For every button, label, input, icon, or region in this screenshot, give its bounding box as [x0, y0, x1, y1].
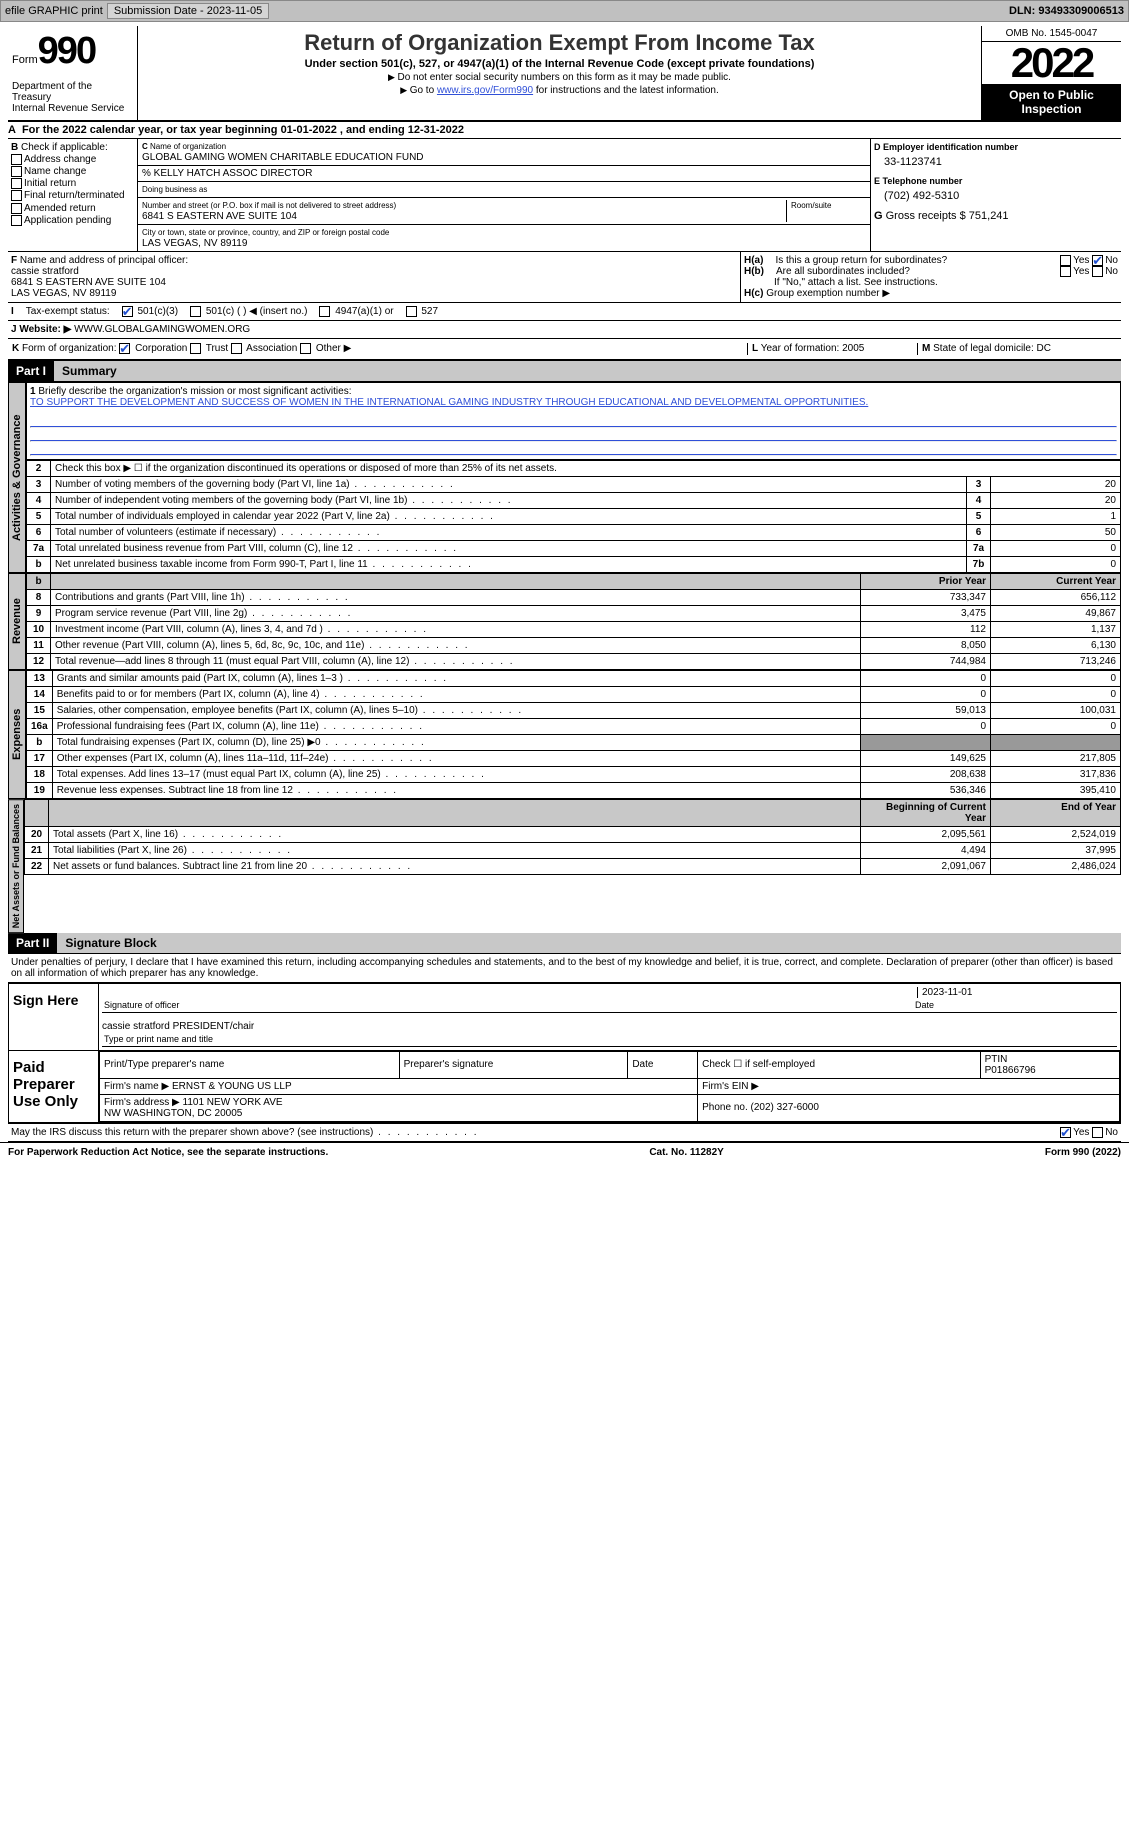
- row-klm: K Form of organization: Corporation Trus…: [8, 339, 1121, 360]
- ssn-note: Do not enter social security numbers on …: [142, 72, 977, 83]
- section-expenses: Expenses 13Grants and similar amounts pa…: [8, 670, 1121, 799]
- section-netassets: Net Assets or Fund Balances Beginning of…: [8, 799, 1121, 933]
- irs-discuss-row: May the IRS discuss this return with the…: [8, 1124, 1121, 1142]
- row-a-calendar: A For the 2022 calendar year, or tax yea…: [8, 122, 1121, 139]
- declaration: Under penalties of perjury, I declare th…: [8, 954, 1121, 983]
- chk-final[interactable]: Final return/terminated: [11, 190, 134, 201]
- city-addr: LAS VEGAS, NV 89119: [142, 238, 247, 249]
- netassets-table: Beginning of Current YearEnd of Year 20T…: [24, 799, 1121, 875]
- dln: DLN: 93493309006513: [1009, 5, 1124, 17]
- street-addr: 6841 S EASTERN AVE SUITE 104: [142, 211, 297, 222]
- firm-name: ERNST & YOUNG US LLP: [172, 1081, 292, 1092]
- efile-label: efile GRAPHIC print: [5, 5, 103, 17]
- sign-here-label: Sign Here: [9, 984, 99, 1050]
- expenses-table: 13Grants and similar amounts paid (Part …: [26, 670, 1121, 799]
- officer-name: cassie stratford: [11, 266, 79, 277]
- chk-name[interactable]: Name change: [11, 166, 134, 177]
- org-name: GLOBAL GAMING WOMEN CHARITABLE EDUCATION…: [142, 152, 424, 163]
- dept-label: Department of the Treasury Internal Reve…: [12, 81, 133, 114]
- form-id-block: Form990 Department of the Treasury Inter…: [8, 26, 138, 120]
- chk-address[interactable]: Address change: [11, 154, 134, 165]
- form-subtitle: Under section 501(c), 527, or 4947(a)(1)…: [142, 58, 977, 70]
- mission-text: TO SUPPORT THE DEVELOPMENT AND SUCCESS O…: [30, 397, 868, 408]
- chk-amended[interactable]: Amended return: [11, 203, 134, 214]
- governance-table: 2Check this box ▶ ☐ if the organization …: [26, 460, 1121, 573]
- top-bar: efile GRAPHIC print Submission Date - 20…: [0, 0, 1129, 22]
- block-fh: F Name and address of principal officer:…: [8, 252, 1121, 303]
- gross-receipts: 751,241: [969, 210, 1009, 222]
- chk-initial[interactable]: Initial return: [11, 178, 134, 189]
- row-i-tax-status: I Tax-exempt status: 501(c)(3) 501(c) ( …: [8, 303, 1121, 321]
- revenue-table: bPrior YearCurrent Year 8Contributions a…: [26, 573, 1121, 670]
- col-d-ids: D Employer identification number 33-1123…: [871, 139, 1121, 251]
- col-b-checkboxes: B Check if applicable: Address change Na…: [8, 139, 138, 251]
- form-header: Form990 Department of the Treasury Inter…: [8, 26, 1121, 122]
- section-revenue: Revenue bPrior YearCurrent Year 8Contrib…: [8, 573, 1121, 670]
- col-c-org: C Name of organization GLOBAL GAMING WOM…: [138, 139, 871, 251]
- sign-here-block: Sign Here 2023-11-01 Signature of office…: [8, 983, 1121, 1124]
- paid-prep-label: Paid Preparer Use Only: [9, 1051, 99, 1122]
- part2-header: Part II Signature Block: [8, 933, 1121, 954]
- irs-link[interactable]: www.irs.gov/Form990: [437, 85, 533, 96]
- preparer-table: Print/Type preparer's namePreparer's sig…: [99, 1051, 1120, 1122]
- goto-note: Go to www.irs.gov/Form990 for instructio…: [142, 85, 977, 96]
- row-j-website: J Website: ▶ WWW.GLOBALGAMINGWOMEN.ORG: [8, 321, 1121, 339]
- signer-name: cassie stratford PRESIDENT/chair: [102, 1013, 1117, 1032]
- form-title-block: Return of Organization Exempt From Incom…: [138, 26, 981, 120]
- care-of: % KELLY HATCH ASSOC DIRECTOR: [138, 166, 870, 182]
- submission-date-button[interactable]: Submission Date - 2023-11-05: [107, 3, 269, 19]
- website: WWW.GLOBALGAMINGWOMEN.ORG: [74, 324, 250, 335]
- part1-header: Part I Summary: [8, 361, 1121, 382]
- phone: (702) 492-5310: [884, 190, 1118, 202]
- section-governance: Activities & Governance 1 Briefly descri…: [8, 382, 1121, 573]
- year-block: OMB No. 1545-0047 2022 Open to Public In…: [981, 26, 1121, 120]
- page-footer: For Paperwork Reduction Act Notice, see …: [0, 1142, 1129, 1162]
- ein: 33-1123741: [884, 156, 1118, 168]
- block-bcdeg: B Check if applicable: Address change Na…: [8, 139, 1121, 252]
- open-inspection: Open to Public Inspection: [982, 84, 1121, 120]
- chk-pending[interactable]: Application pending: [11, 215, 134, 226]
- form-title: Return of Organization Exempt From Incom…: [142, 30, 977, 56]
- tax-year: 2022: [982, 42, 1121, 84]
